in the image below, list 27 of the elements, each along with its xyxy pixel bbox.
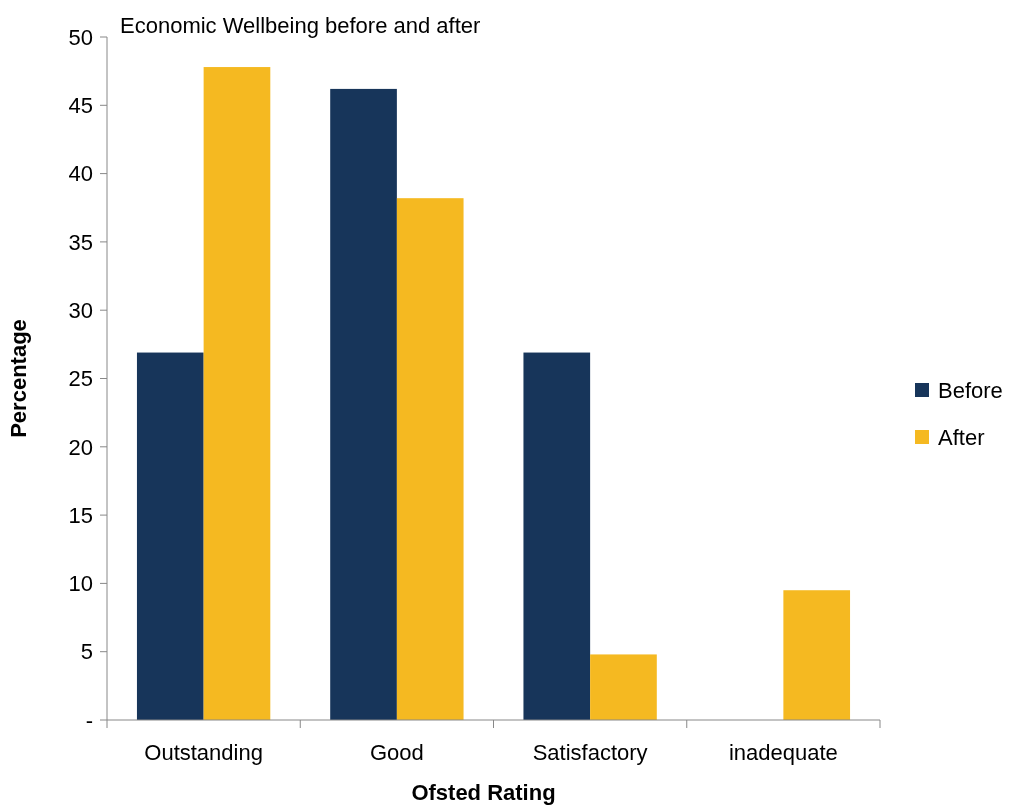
bar [203,67,271,720]
y-tick-label: 50 [68,24,93,50]
legend-label: Before [938,377,1003,403]
bar [396,198,464,720]
bar [523,352,591,720]
bar [330,88,397,720]
y-tick-label: 20 [68,434,93,460]
x-tick-label: Satisfactory [532,740,648,765]
x-tick-label: inadequate [728,740,838,765]
y-tick-label: 30 [68,297,93,323]
y-tick-label: 25 [68,366,93,392]
bar [783,590,851,720]
y-axis-title: Percentage [6,319,31,438]
legend-label: After [938,424,985,450]
y-tick-label: 10 [68,571,93,597]
chart-title: Economic Wellbeing before and after [120,13,481,38]
bar [136,352,204,720]
y-tick-label: 5 [80,639,93,665]
x-axis-title: Ofsted Rating [411,780,556,805]
y-tick-label: - [85,707,93,733]
x-tick-label: Good [369,740,424,765]
y-tick-label: 45 [68,93,93,118]
y-tick-label: 35 [68,229,93,255]
x-tick-label: Outstanding [144,740,263,765]
bar [590,654,657,720]
y-tick-label: 40 [68,161,93,187]
y-tick-label: 15 [68,502,93,528]
